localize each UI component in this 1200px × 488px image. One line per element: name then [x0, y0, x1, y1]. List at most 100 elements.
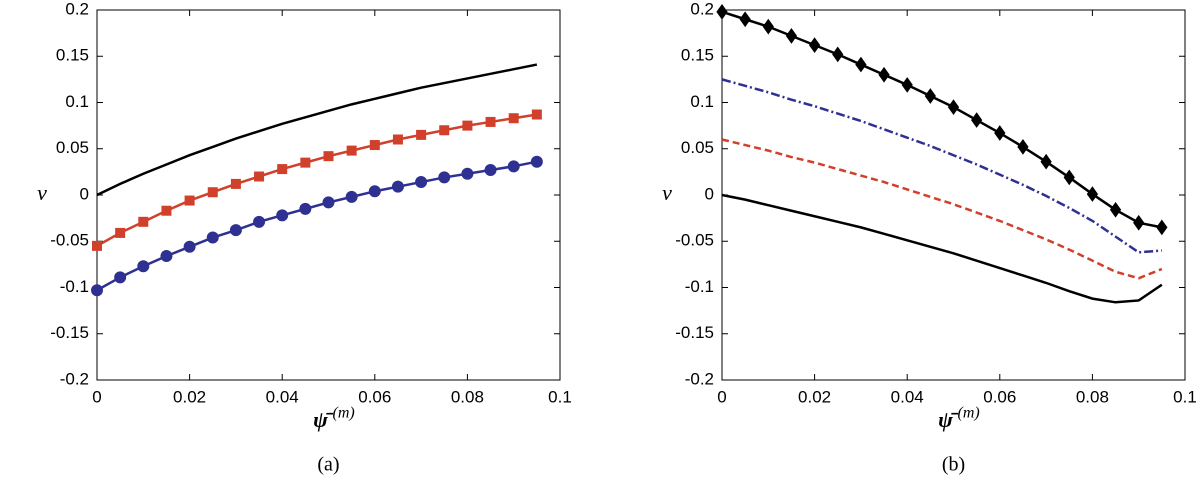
- panel: -0.2 -0.15 -0.1 -0.05 0 0.05 0.1 0.15 0.2 0 0.02 0.…: [662, 0, 1197, 476]
- point-marker: [138, 216, 149, 227]
- x-tick-label: 0.06: [358, 387, 391, 406]
- y-tick-label: -0.1: [60, 277, 89, 296]
- point-marker: [160, 250, 173, 263]
- point-marker: [785, 28, 798, 44]
- point-marker: [484, 164, 497, 177]
- x-tick-label: 0.08: [451, 387, 484, 406]
- x-axis-label-sup: (m): [958, 405, 980, 422]
- x-axis-label: ψ̄: [938, 407, 959, 432]
- point-marker: [808, 37, 821, 54]
- point-marker: [531, 109, 542, 120]
- x-tick-label: 0.04: [266, 387, 299, 406]
- point-marker: [924, 88, 936, 104]
- y-axis-label: ν: [37, 180, 47, 205]
- y-tick-label: 0.15: [681, 46, 714, 65]
- plot-frame: [721, 9, 1186, 381]
- series-line: [721, 193, 1163, 304]
- point-marker: [1156, 219, 1168, 236]
- point-marker: [184, 195, 195, 206]
- y-tick-label: 0.2: [690, 0, 714, 18]
- y-tick-label: 0.05: [681, 138, 714, 157]
- point-marker: [901, 77, 913, 93]
- point-marker: [300, 157, 311, 168]
- caption: (b): [942, 454, 965, 476]
- y-tick-label: -0.05: [675, 231, 714, 250]
- y-tick-label: 0.1: [65, 92, 89, 111]
- point-marker: [971, 112, 983, 128]
- point-marker: [994, 125, 1006, 141]
- point-marker: [1040, 153, 1052, 170]
- point-marker: [530, 155, 543, 168]
- point-marker: [114, 271, 127, 284]
- y-tick-label: -0.15: [675, 323, 714, 342]
- series-line: [96, 160, 538, 292]
- point-marker: [415, 176, 428, 189]
- y-tick-label: -0.1: [685, 277, 714, 296]
- point-marker: [438, 171, 451, 184]
- plot-frame: [96, 9, 561, 381]
- point-marker: [739, 11, 751, 28]
- series-line: [96, 113, 538, 247]
- y-tick-label: 0.2: [65, 0, 89, 18]
- point-marker: [322, 196, 335, 209]
- point-marker: [416, 129, 427, 140]
- x-tick-label: 0.02: [798, 387, 831, 406]
- point-marker: [254, 171, 265, 182]
- y-tick-label: 0: [705, 184, 714, 203]
- point-marker: [762, 18, 774, 35]
- y-tick-label: -0.05: [50, 231, 89, 250]
- point-marker: [392, 134, 403, 145]
- point-marker: [947, 99, 960, 115]
- x-tick-label: 0.08: [1076, 387, 1109, 406]
- caption: (a): [317, 454, 339, 476]
- point-marker: [161, 205, 172, 216]
- point-marker: [91, 284, 103, 297]
- point-marker: [230, 178, 241, 189]
- point-marker: [1017, 139, 1029, 155]
- point-marker: [368, 185, 381, 198]
- point-marker: [207, 187, 218, 198]
- point-marker: [299, 202, 312, 215]
- point-marker: [345, 190, 358, 203]
- x-tick-label: 0.04: [891, 387, 924, 406]
- x-tick-label: 0: [92, 387, 101, 406]
- point-marker: [1063, 169, 1075, 186]
- point-marker: [716, 3, 728, 20]
- series-line: [721, 78, 1162, 254]
- point-marker: [253, 215, 266, 228]
- point-marker: [462, 120, 473, 131]
- series-line: [721, 138, 1163, 280]
- point-marker: [1086, 186, 1099, 202]
- series-line: [96, 63, 538, 197]
- point-marker: [391, 180, 404, 193]
- point-marker: [369, 140, 380, 151]
- point-marker: [507, 160, 520, 173]
- point-marker: [878, 66, 890, 83]
- point-marker: [323, 151, 334, 162]
- x-tick-label: 0.02: [173, 387, 206, 406]
- point-marker: [229, 224, 242, 237]
- x-tick-label: 0.1: [1173, 387, 1197, 406]
- point-marker: [277, 164, 288, 175]
- point-marker: [439, 125, 450, 136]
- panel: -0.2 -0.15 -0.1 -0.05 0 0.05 0.1 0.15 0.2 0 0.02 0.…: [37, 0, 572, 476]
- y-tick-label: 0: [80, 184, 89, 203]
- point-marker: [832, 46, 844, 63]
- point-marker: [485, 116, 496, 127]
- point-marker: [137, 260, 150, 273]
- point-marker: [276, 209, 289, 222]
- point-marker: [855, 56, 867, 73]
- point-marker: [461, 167, 474, 180]
- y-tick-label: -0.2: [685, 369, 714, 388]
- y-tick-label: -0.2: [60, 369, 89, 388]
- point-marker: [206, 231, 219, 244]
- x-tick-label: 0.1: [548, 387, 572, 406]
- y-tick-label: -0.15: [50, 323, 89, 342]
- y-tick-label: 0.15: [56, 46, 89, 65]
- y-axis-label: ν: [662, 180, 672, 205]
- point-marker: [115, 227, 126, 238]
- x-axis-label-sup: (m): [333, 405, 355, 422]
- y-tick-label: 0.1: [690, 92, 714, 111]
- x-axis-label: ψ̄: [313, 407, 334, 432]
